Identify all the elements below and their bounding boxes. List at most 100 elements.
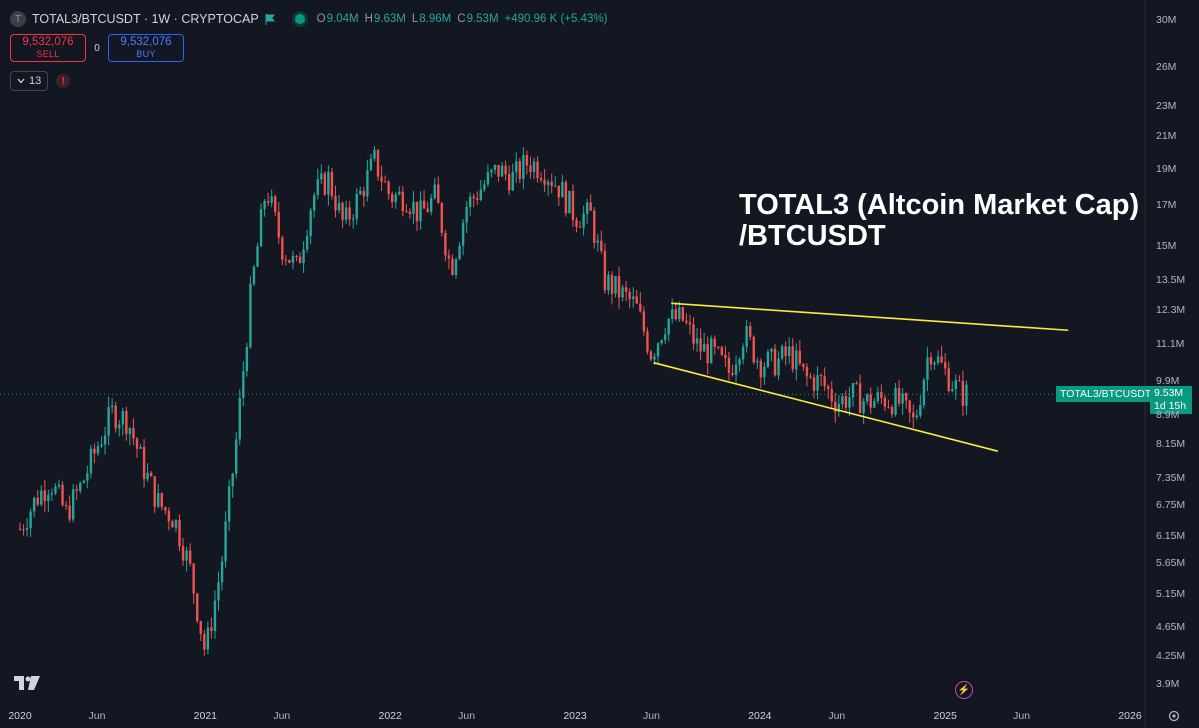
chart-annotation-text[interactable]: TOTAL3 (Altcoin Market Cap) /BTCUSDT [739,190,1139,252]
candle-body [667,318,670,335]
candle-body [29,511,32,528]
candle-body [465,207,468,223]
candle-body [305,235,309,250]
candle-body [483,184,486,190]
candle-body [692,324,695,344]
candle-body [734,364,738,375]
time-axis-label: Jun [273,710,291,722]
candle-body [532,161,536,172]
candle-body [766,351,770,367]
price-axis-label: 26M [1156,60,1177,73]
candle-body [830,389,833,402]
candle-body [844,396,848,408]
candle-body [256,246,259,267]
candle-body [752,336,755,363]
price-axis-label: 5.65M [1156,557,1186,570]
candle-body [468,196,472,208]
candle-body [252,266,256,284]
candle-body [291,255,295,263]
trendline-upper[interactable] [671,302,1069,332]
flag-icon[interactable] [265,13,275,25]
candle-body [174,519,178,528]
candle-body [334,195,337,211]
price-axis-label: 4.65M [1156,620,1186,633]
gear-icon[interactable] [1167,709,1181,723]
candle-body [412,201,415,214]
candle-body [756,360,759,363]
tradingview-logo-icon[interactable] [14,676,40,690]
trendline-lower[interactable] [653,361,999,452]
candle-body [795,350,798,370]
ohlc-key: O [316,13,326,25]
candle-body [869,394,872,408]
candle-body [961,380,965,406]
candle-body [426,208,429,212]
candle-body [497,164,500,177]
candle-body [139,447,142,449]
ohlc-value: +490.96 K (+5.43%) [504,13,608,25]
candle-body [242,371,245,398]
candle-body [763,366,766,378]
warning-icon[interactable]: ! [56,74,71,88]
candle-body [788,346,791,357]
candle-body [873,401,876,408]
market-status-icon[interactable] [294,14,305,24]
candle-body [589,202,592,211]
candle-body [951,389,954,391]
spread-value: 0 [94,42,100,54]
price-axis-label: 11.1M [1156,337,1185,350]
candle-body [632,296,635,300]
candle-body [316,179,319,195]
ohlc-item: H9.63M [365,13,406,25]
sell-button[interactable]: 9,532,076 SELL [10,34,86,62]
candle-body [422,200,426,209]
candle-body [710,338,713,364]
candle-body [47,494,50,502]
ohlc-key: L [411,13,419,25]
candle-body [798,350,802,364]
candle-body [582,213,585,228]
lightning-icon[interactable]: ⚡ [955,681,973,699]
indicators-toggle-button[interactable]: 13 [10,71,49,91]
ohlc-value: 9.04M [326,13,359,25]
candle-body [617,276,621,298]
candle-body [642,311,646,332]
candle-body [274,196,277,213]
candle-body [791,346,794,370]
candle-body [596,240,599,243]
ohlc-value: 9.53M [466,13,499,25]
candle-body [196,593,199,622]
ohlc-item: C9.53M [457,13,498,25]
candle-body [32,497,36,512]
candle-body [912,412,915,418]
trendlines-layer[interactable] [653,302,1069,452]
candle-body [107,407,110,436]
candle-body [841,396,844,405]
buy-button[interactable]: 9,532,076 BUY [108,34,184,62]
candle-body [702,343,706,352]
candle-body [557,185,560,198]
candle-body [933,362,936,365]
ohlc-value: 9.63M [373,13,406,25]
candle-body [447,255,451,259]
candle-body [82,480,86,483]
candle-body [188,550,192,564]
candle-body [142,447,146,480]
candle-body [954,380,958,390]
candle-body [720,347,724,355]
candle-body [493,164,497,170]
candle-body [486,172,490,185]
symbol-title[interactable]: TOTAL3/BTCUSDT · 1W · CRYPTOCAP [32,12,259,26]
price-axis-label: 4.25M [1156,650,1186,663]
candle-body [380,176,383,182]
candle-body [79,482,82,491]
candle-body [926,357,929,380]
candle-body [646,331,649,352]
candle-body [408,211,412,214]
symbol-price-label: TOTAL3/BTCUSDT [1056,386,1156,402]
candle-body [93,448,96,454]
candle-body [366,170,369,197]
candle-body [405,211,408,213]
candle-body [649,351,653,360]
